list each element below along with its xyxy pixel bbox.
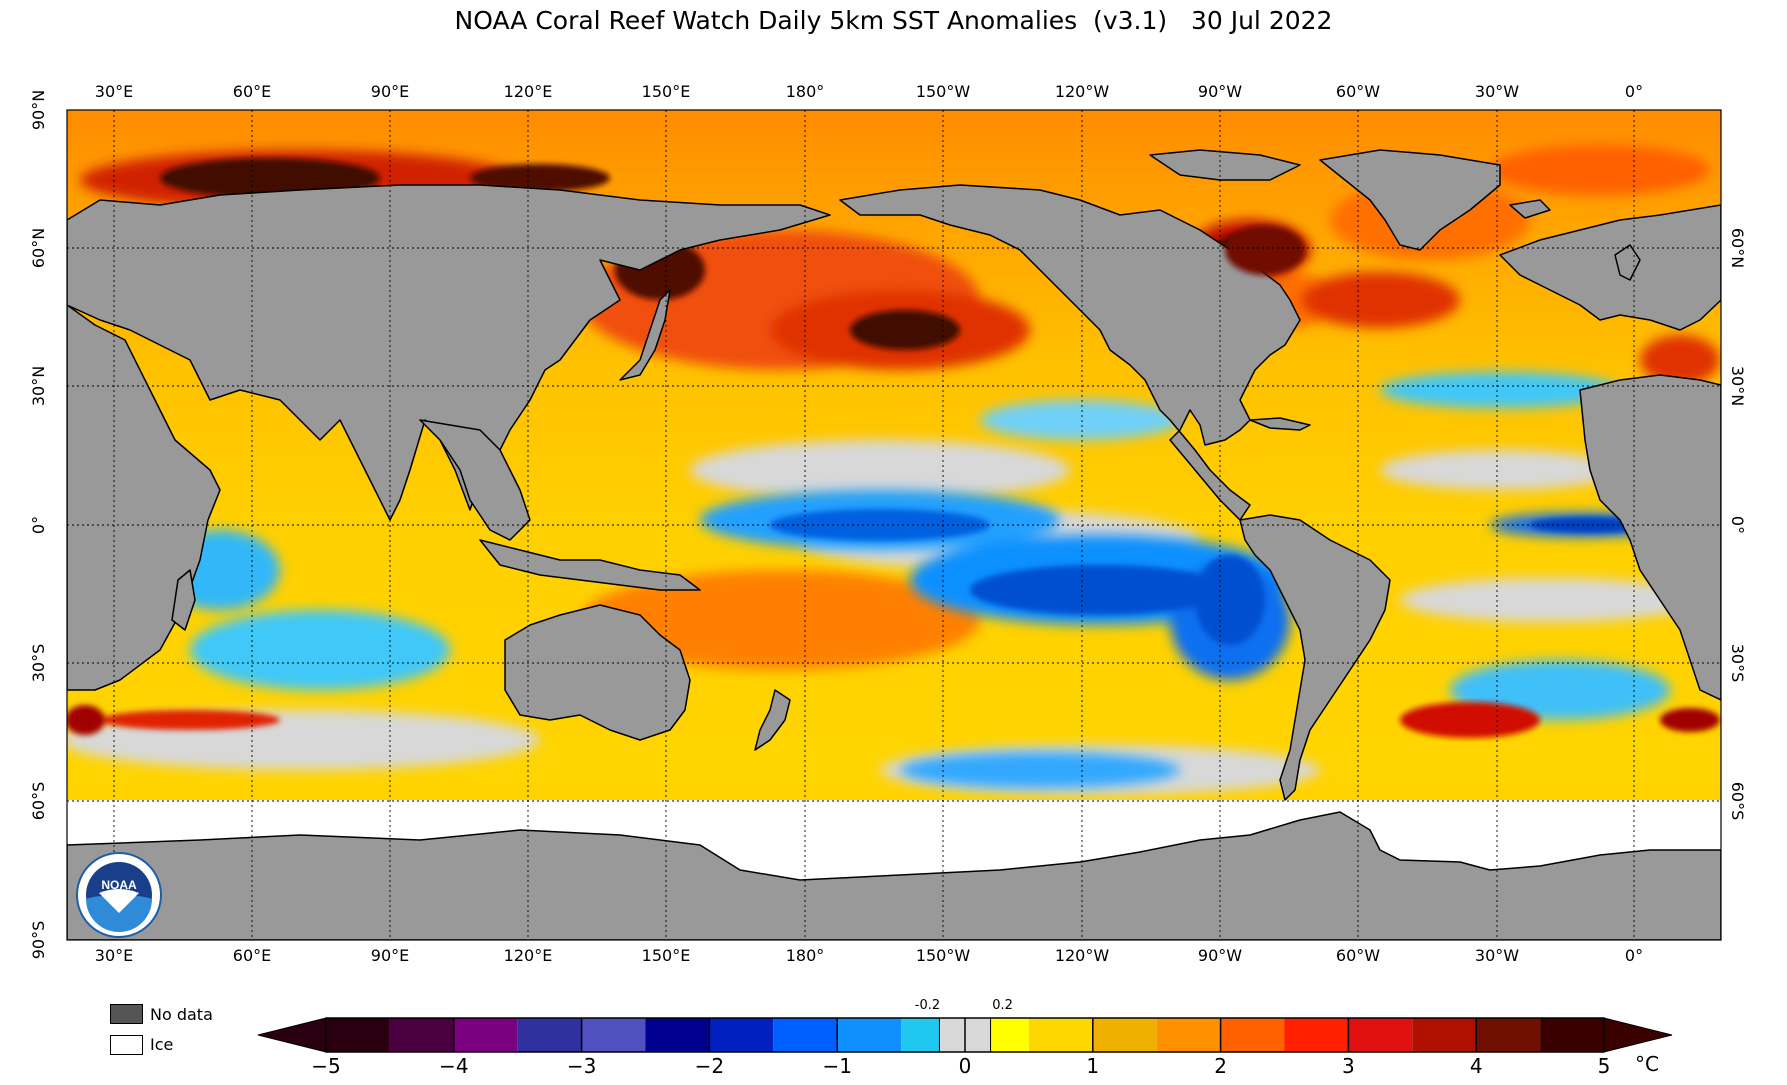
australia xyxy=(504,604,691,741)
south-america xyxy=(1239,514,1391,801)
bottom-lon-label: 120°W xyxy=(1054,946,1110,965)
top-lon-label: 90°E xyxy=(370,82,410,101)
bottom-lon-label: 90°E xyxy=(370,946,410,965)
hudson-bay xyxy=(1225,225,1305,275)
left-lat-label: 90°S xyxy=(29,920,48,960)
europe xyxy=(1499,204,1721,331)
graticule xyxy=(67,110,1721,940)
colorbar-tick-label: 2 xyxy=(1214,1054,1227,1078)
madagascar xyxy=(171,569,196,631)
west-africa xyxy=(1579,374,1721,701)
map-title: NOAA Coral Reef Watch Daily 5km SST Anom… xyxy=(454,6,1333,35)
left-lat-label: 30°S xyxy=(29,643,48,683)
colorbar-tick-label: −2 xyxy=(694,1054,725,1078)
colorbar-unit: °C xyxy=(1635,1052,1659,1076)
top-lon-label: 30°E xyxy=(94,82,134,101)
top-lon-label: 60°E xyxy=(232,82,272,101)
bottom-lon-label: 180° xyxy=(785,946,825,965)
bottom-lon-label: 120°E xyxy=(503,946,553,965)
colorbar-small-label: -0.2 xyxy=(914,998,941,1013)
bottom-lon-label: 0° xyxy=(1624,946,1644,965)
right-lat-label: 60°N xyxy=(1728,227,1747,269)
top-lon-label: 30°W xyxy=(1474,82,1520,101)
colorbar-tick-label: 1 xyxy=(1086,1054,1100,1078)
north-america xyxy=(839,184,1301,521)
right-lat-label: 30°S xyxy=(1728,643,1747,683)
left-lat-label: 0° xyxy=(29,515,48,535)
right-lat-label: 60°S xyxy=(1728,781,1747,821)
top-lon-label: 150°W xyxy=(915,82,971,101)
bottom-lon-label: 150°E xyxy=(641,946,691,965)
noaa-logo: NOAA xyxy=(76,852,162,938)
no-data-label: No data xyxy=(150,1005,213,1024)
bottom-lon-label: 90°W xyxy=(1197,946,1243,965)
land-masses xyxy=(67,149,1721,940)
ice-swatch xyxy=(110,1035,143,1055)
greenland xyxy=(1319,149,1501,251)
top-lon-label: 90°W xyxy=(1197,82,1243,101)
bottom-lon-label: 30°E xyxy=(94,946,134,965)
indonesia xyxy=(479,539,701,591)
southeast-asia xyxy=(419,419,531,541)
noaa-logo-text: NOAA xyxy=(101,878,137,892)
bottom-lon-label: 150°W xyxy=(915,946,971,965)
colorbar-small-label: 0.2 xyxy=(992,998,1013,1013)
bottom-lon-label: 60°W xyxy=(1335,946,1381,965)
right-lat-label: 30°N xyxy=(1728,365,1747,407)
colorbar-tick-label: 0 xyxy=(958,1054,972,1078)
left-lat-label: 60°S xyxy=(29,781,48,821)
colorbar-tick-label: −1 xyxy=(822,1054,852,1078)
japan xyxy=(619,289,671,381)
ice-label: Ice xyxy=(150,1035,174,1054)
colorbar-tick-label: 3 xyxy=(1342,1054,1355,1078)
colorbar-tick-label: 5 xyxy=(1597,1054,1611,1078)
colorbar-tick-label: −5 xyxy=(311,1054,341,1078)
new-zealand xyxy=(754,689,791,751)
left-lat-label: 60°N xyxy=(29,227,48,269)
right-lat-label: 0° xyxy=(1728,515,1747,535)
top-lon-label: 60°W xyxy=(1335,82,1381,101)
left-lat-label: 30°N xyxy=(29,365,48,407)
colorbar-tick-label: 4 xyxy=(1469,1054,1483,1078)
left-lat-label: 90°N xyxy=(29,89,48,131)
bottom-lon-label: 60°E xyxy=(232,946,272,965)
top-lon-label: 120°E xyxy=(503,82,553,101)
no-data-swatch xyxy=(110,1004,143,1024)
antarctica xyxy=(67,811,1721,940)
colorbar-tick-label: −4 xyxy=(439,1054,469,1078)
top-lon-label: 150°E xyxy=(641,82,691,101)
bottom-lon-label: 30°W xyxy=(1474,946,1520,965)
colorbar-tick-label: −3 xyxy=(566,1054,597,1078)
top-lon-label: 120°W xyxy=(1054,82,1110,101)
top-lon-label: 180° xyxy=(785,82,825,101)
top-lon-label: 0° xyxy=(1624,82,1644,101)
